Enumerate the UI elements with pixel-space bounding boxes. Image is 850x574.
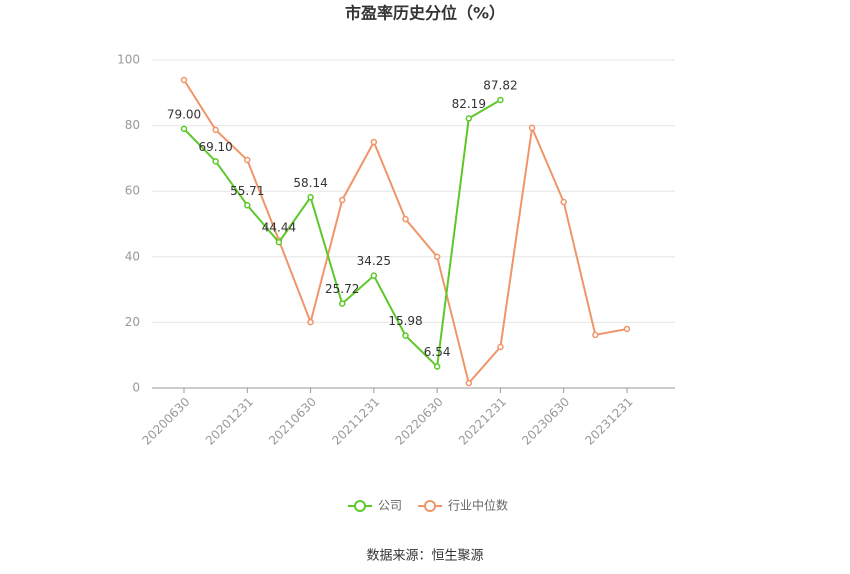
point xyxy=(592,331,599,339)
point xyxy=(180,125,188,133)
x-tick-label: 20221231 xyxy=(456,395,509,448)
data-label: 69.10 xyxy=(198,140,232,154)
point xyxy=(180,76,188,84)
legend-marker xyxy=(424,500,437,512)
data-label: 79.00 xyxy=(167,107,201,121)
x-tick-label: 20230630 xyxy=(519,395,572,448)
point xyxy=(275,238,283,246)
x-tick-label: 20200630 xyxy=(140,395,193,448)
source: 数据来源：恒生聚源 xyxy=(366,549,483,564)
point xyxy=(465,115,473,122)
x-tick-label: 20220630 xyxy=(393,395,446,448)
point xyxy=(402,215,409,223)
point xyxy=(244,202,251,209)
point xyxy=(433,363,441,370)
point xyxy=(212,158,219,165)
point xyxy=(402,332,409,339)
data-label: 44.44 xyxy=(262,221,296,235)
point xyxy=(370,138,378,146)
y-tick-label: 80 xyxy=(125,118,140,132)
point xyxy=(307,194,314,201)
point xyxy=(497,343,504,351)
point xyxy=(465,379,473,387)
point xyxy=(560,198,567,206)
data-label: 58.14 xyxy=(293,176,327,190)
point xyxy=(623,325,631,333)
y-tick-label: 100 xyxy=(117,53,140,67)
y-tick-label: 0 xyxy=(132,381,140,395)
point xyxy=(497,96,504,104)
y-tick-label: 60 xyxy=(125,184,140,198)
point xyxy=(307,318,314,326)
legend-marker xyxy=(354,500,366,512)
point xyxy=(212,126,219,134)
legend-label: 公司 xyxy=(378,499,402,513)
x-tick-label: 20210630 xyxy=(266,395,319,448)
x-tick-label: 20211231 xyxy=(329,395,382,448)
point xyxy=(244,156,251,164)
data-label: 82.19 xyxy=(452,97,486,111)
data-label: 6.54 xyxy=(424,345,451,359)
data-label: 15.98 xyxy=(388,314,422,328)
y-tick-label: 20 xyxy=(125,315,140,329)
x-tick-label: 20201231 xyxy=(203,395,256,448)
point xyxy=(528,124,536,132)
legend-label: 行业中位数 xyxy=(448,498,508,513)
x-tick-label: 20231231 xyxy=(583,395,636,448)
data-label: 25.72 xyxy=(325,282,359,296)
chart-title: 市盈率历史分位（%） xyxy=(345,4,505,23)
point xyxy=(370,272,378,279)
data-label: 34.25 xyxy=(357,254,391,268)
y-tick-label: 40 xyxy=(125,249,140,263)
point xyxy=(338,300,346,307)
point xyxy=(433,253,441,261)
data-label: 55.71 xyxy=(230,184,264,198)
point xyxy=(338,196,346,204)
data-label: 87.82 xyxy=(483,78,517,92)
